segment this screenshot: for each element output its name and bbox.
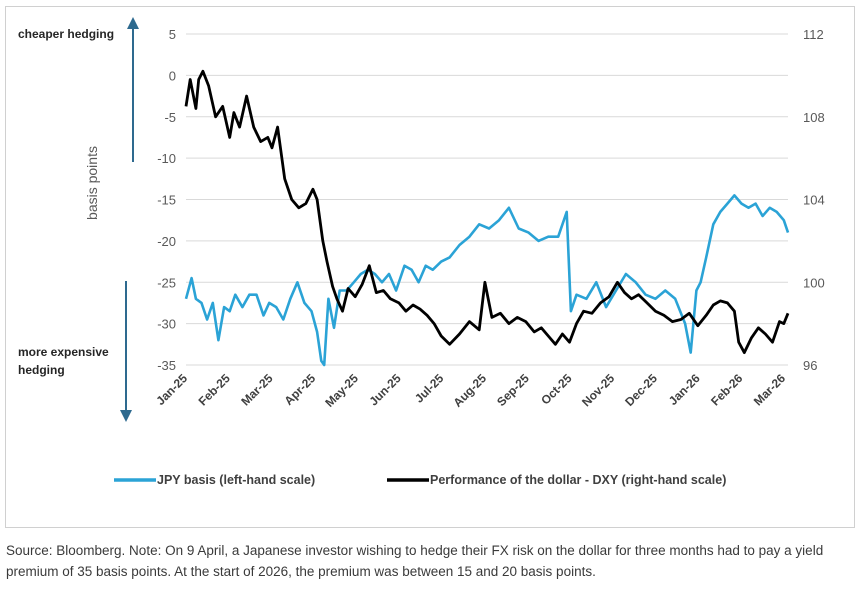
chart: 5 0 -5 -10 -15 -20 -25 -30 -35 112 108 104 100 96 Ja… xyxy=(18,17,825,487)
x-tick-label: Sep-25 xyxy=(494,371,532,409)
left-tick-label: -20 xyxy=(157,234,176,249)
left-axis-ticks: 5 0 -5 -10 -15 -20 -25 -30 -35 xyxy=(157,27,176,373)
x-tick-label: Feb-25 xyxy=(196,371,233,408)
series-line-dxy xyxy=(184,69,790,355)
x-tick-label: Mar-26 xyxy=(751,371,788,408)
x-tick-label: Feb-26 xyxy=(708,371,745,408)
annotation-more-expensive-2: hedging xyxy=(18,363,65,377)
left-tick-label: -30 xyxy=(157,317,176,332)
left-tick-label: 5 xyxy=(169,27,176,42)
left-axis-label: basis points xyxy=(84,146,100,220)
x-tick-label: Jan-25 xyxy=(153,371,190,408)
right-axis-ticks: 112 108 104 100 96 xyxy=(803,27,825,373)
left-tick-label: -15 xyxy=(157,193,176,208)
x-tick-label: Oct-25 xyxy=(538,371,575,408)
right-tick-label: 100 xyxy=(803,275,825,290)
caption: Source: Bloomberg. Note: On 9 April, a J… xyxy=(6,543,824,579)
x-tick-label: Dec-25 xyxy=(622,371,660,409)
x-tick-label: Mar-25 xyxy=(238,371,275,408)
chart-frame: 5 0 -5 -10 -15 -20 -25 -30 -35 112 108 104 100 96 Ja… xyxy=(5,6,855,528)
right-tick-label: 104 xyxy=(803,193,825,208)
x-tick-label: Nov-25 xyxy=(579,371,617,409)
left-tick-label: -5 xyxy=(164,110,176,125)
x-tick-label: Jul-25 xyxy=(412,371,447,406)
grid xyxy=(186,33,788,366)
annotation-cheaper-hedging: cheaper hedging xyxy=(18,27,114,41)
x-tick-label: May-25 xyxy=(322,371,361,410)
series-layer xyxy=(184,69,790,367)
right-tick-label: 96 xyxy=(803,358,817,373)
series-line-jpy-basis xyxy=(184,194,790,367)
left-tick-label: -35 xyxy=(157,358,176,373)
annotation-more-expensive-1: more expensive xyxy=(18,345,109,359)
x-tick-label: Aug-25 xyxy=(450,371,489,410)
x-tick-label: Jun-25 xyxy=(366,371,403,408)
x-tick-label: Apr-25 xyxy=(281,371,318,408)
left-tick-label: -10 xyxy=(157,151,176,166)
legend-label-dxy: Performance of the dollar - DXY (right-h… xyxy=(430,473,726,487)
right-tick-label: 108 xyxy=(803,110,825,125)
left-tick-label: -25 xyxy=(157,275,176,290)
x-axis-ticks: Jan-25 Feb-25 Mar-25 Apr-25 May-25 Jun-25 Jul-… xyxy=(153,371,788,410)
up-arrowhead-icon xyxy=(127,17,139,29)
right-tick-label: 112 xyxy=(803,27,824,42)
legend-label-jpy: JPY basis (left-hand scale) xyxy=(157,473,315,487)
x-tick-label: Jan-26 xyxy=(666,371,703,408)
left-tick-label: 0 xyxy=(169,68,176,83)
down-arrowhead-icon xyxy=(120,410,132,422)
